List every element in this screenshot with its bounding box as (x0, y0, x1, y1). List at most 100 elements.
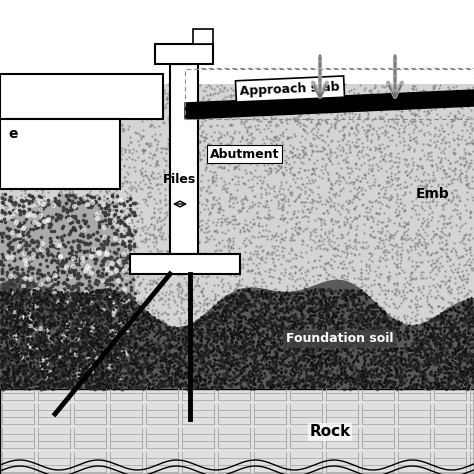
Point (77, 217, 85, 225)
Point (40, 196, 47, 204)
Point (122, 365, 130, 373)
Point (128, 209, 136, 216)
Point (36, 366, 44, 374)
Point (81, 322, 88, 329)
Point (210, 302, 218, 310)
Point (68, 368, 75, 376)
Point (104, 349, 112, 357)
Point (388, 245, 395, 253)
Point (268, 373, 276, 381)
Point (98, 324, 106, 331)
Point (226, 343, 233, 350)
Point (256, 291, 264, 298)
Point (223, 296, 230, 304)
Point (388, 137, 395, 144)
Point (411, 234, 419, 241)
Point (124, 252, 132, 260)
Point (102, 221, 109, 229)
Point (469, 372, 474, 379)
Point (317, 221, 325, 228)
Point (284, 317, 292, 325)
Point (268, 381, 275, 388)
Point (382, 382, 389, 390)
Point (436, 343, 444, 351)
Point (65, 145, 73, 153)
Point (331, 191, 339, 198)
Point (110, 240, 118, 248)
Point (382, 256, 389, 264)
Point (459, 338, 467, 346)
Point (469, 255, 474, 263)
Point (139, 132, 146, 140)
Point (0, 175, 4, 183)
Point (391, 382, 399, 390)
Point (259, 331, 266, 338)
Point (49, 372, 56, 380)
Point (237, 384, 245, 392)
Point (4, 354, 12, 362)
Point (177, 159, 184, 167)
Point (125, 320, 132, 328)
Point (38, 291, 46, 299)
Point (67, 309, 74, 316)
Point (377, 360, 384, 368)
Point (163, 93, 170, 101)
Point (74, 272, 82, 280)
Point (31, 321, 38, 329)
Point (271, 383, 279, 390)
Point (173, 325, 181, 332)
Point (103, 321, 111, 329)
Point (55, 278, 62, 285)
Point (114, 235, 122, 243)
Point (268, 310, 276, 318)
Point (218, 353, 225, 360)
Point (431, 333, 438, 340)
Point (212, 331, 219, 338)
Point (221, 93, 229, 100)
Point (249, 95, 256, 102)
Point (250, 221, 258, 228)
Point (92, 368, 100, 375)
Point (78, 303, 85, 311)
Point (261, 375, 269, 383)
Point (145, 341, 152, 348)
Point (51, 301, 59, 308)
Point (62, 178, 70, 185)
Point (24, 344, 32, 351)
Point (56, 382, 64, 390)
Point (56, 288, 64, 295)
Point (360, 334, 368, 342)
Point (153, 346, 160, 354)
Point (29, 350, 37, 357)
Point (233, 304, 241, 312)
Point (261, 202, 269, 210)
Point (109, 293, 116, 301)
Point (225, 235, 233, 243)
Point (74, 357, 82, 365)
Point (261, 335, 269, 342)
Point (19, 287, 27, 295)
Point (379, 325, 387, 333)
Point (392, 356, 399, 364)
Point (112, 302, 119, 310)
Point (121, 367, 129, 374)
Point (346, 321, 354, 328)
Point (308, 338, 316, 346)
Point (0, 289, 5, 297)
Point (270, 365, 278, 372)
Point (162, 145, 170, 153)
Point (454, 206, 461, 213)
Point (55, 82, 63, 89)
Point (226, 373, 233, 380)
Point (128, 330, 136, 338)
Point (157, 144, 164, 152)
Point (280, 295, 288, 303)
Point (413, 345, 421, 352)
Point (34, 232, 41, 240)
Point (309, 346, 317, 354)
Point (332, 376, 340, 383)
Point (403, 162, 410, 170)
Point (393, 211, 401, 219)
Point (105, 295, 113, 302)
Point (275, 146, 283, 153)
